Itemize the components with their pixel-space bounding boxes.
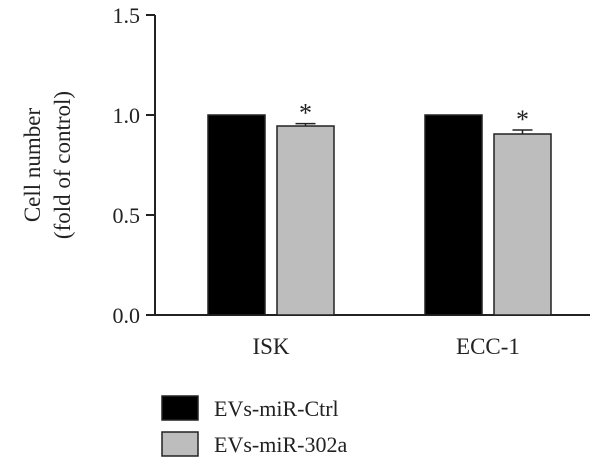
y-tick-label: 0.0 <box>113 303 141 328</box>
y-ticks: 0.0 0.5 1.0 1.5 <box>113 3 155 328</box>
legend: EVs-miR-Ctrl EVs-miR-302a <box>161 395 347 457</box>
bar-ctrl-isk <box>207 114 266 316</box>
y-axis: 0.0 0.5 1.0 1.5 <box>113 3 156 328</box>
y-tick-label: 0.5 <box>113 203 141 228</box>
legend-swatch-ctrl <box>161 395 199 421</box>
legend-swatch-302a <box>161 431 199 457</box>
legend-item-302a: EVs-miR-302a <box>161 431 347 457</box>
bar-302a-ecc-1 <box>493 133 552 316</box>
bars: * * <box>207 99 552 316</box>
bar-302a-isk <box>276 125 335 316</box>
bar-ctrl-ecc-1 <box>424 114 483 316</box>
significance-marker: * <box>516 105 529 134</box>
legend-item-ctrl: EVs-miR-Ctrl <box>161 395 339 421</box>
x-tick-label-ecc-1: ECC-1 <box>456 334 520 359</box>
y-axis-label-line-2: (fold of control) <box>50 91 75 239</box>
legend-label-ctrl: EVs-miR-Ctrl <box>214 396 339 421</box>
x-tick-labels: ISK ECC-1 <box>252 334 519 359</box>
legend-label-302a: EVs-miR-302a <box>214 432 347 457</box>
y-tick-label: 1.0 <box>113 103 141 128</box>
x-tick-label-isk: ISK <box>252 334 289 359</box>
y-axis-label-line-1: Cell number <box>20 107 45 222</box>
y-tick-label: 1.5 <box>113 3 141 28</box>
significance-marker: * <box>299 99 312 128</box>
